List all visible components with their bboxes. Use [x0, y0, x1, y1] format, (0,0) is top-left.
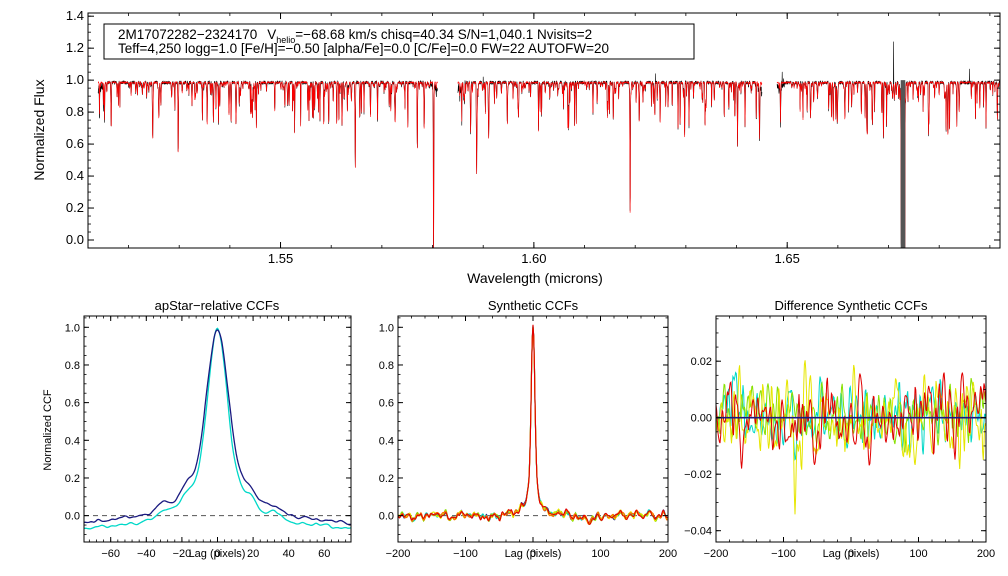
apstar-ccf-y-tick-label: 0.4: [65, 435, 80, 447]
apstar-ccf-x-tick-label: −20: [173, 548, 192, 560]
apstar-ccf-x-tick-label: 0: [214, 548, 220, 560]
info-vhelio-rest: =−68.68 km/s chisq=40.34 S/N=1,040.1 Nvi…: [295, 27, 592, 42]
info-line-1: 2M17072282−2324170 Vhelio=−68.68 km/s chi…: [118, 27, 592, 45]
difference-ccf-x-axis-label: Lag (pixels): [823, 548, 880, 560]
difference-ccf-diff-3: [716, 360, 986, 515]
spectrum-info-box: 2M17072282−2324170 Vhelio=−68.68 km/s chi…: [103, 23, 695, 60]
difference-ccf-lines: [716, 360, 986, 515]
synthetic-spectrum-chip-3: [776, 81, 1000, 248]
synthetic-spectrum-chip-2: [457, 81, 763, 213]
spectrum-x-tick-label: 1.65: [775, 251, 800, 266]
spectrum-y-tick-label: 1.0: [66, 72, 84, 87]
spectrum-series-group: [97, 41, 1000, 248]
apstar-ccf-panel: apStar−relative CCFs −60 −40 −20 0 20 40 60 0.0…: [42, 298, 352, 560]
spectrum-y-tick-label: 0.8: [66, 104, 84, 119]
spectrum-x-tick-label: 1.55: [268, 251, 293, 266]
deep-absorption-band: [900, 80, 906, 248]
spectrum-x-tick-label: 1.60: [521, 251, 546, 266]
spectrum-plot-lines: [97, 41, 1000, 248]
spectrum-y-axis-label: Normalized Flux: [31, 79, 47, 180]
difference-ccf-y-tick-label: −0.04: [684, 526, 712, 538]
difference-ccf-x-tick-label: 100: [909, 548, 927, 560]
synthetic-ccf-x-tick-label: 0: [530, 548, 536, 560]
info-vhelio-subscript: helio: [276, 35, 295, 45]
apstar-ccf-x-tick-label: 20: [247, 548, 259, 560]
synthetic-ccf-panel: Synthetic CCFs −200 −100 0 100 200 0.0 0.2 0.4 0…: [379, 298, 677, 560]
synthetic-ccf-y-tick-label: 1.0: [379, 322, 394, 334]
apstar-ccf-title: apStar−relative CCFs: [155, 298, 280, 313]
difference-ccf-x-tick-label: 200: [977, 548, 995, 560]
apstar-ccf-visit-1: [84, 329, 351, 526]
apstar-ccf-y-tick-label: 1.0: [65, 322, 80, 334]
synthetic-ccf-x-tick-label: 100: [591, 548, 609, 560]
apstar-ccf-x-tick-label: −40: [137, 548, 156, 560]
synthetic-ccf-x-axis-label: Lag (pixels): [505, 548, 562, 560]
difference-ccf-ticks: −200 −100 0 100 200 −0.04 −0.02 0.00 0.02: [684, 316, 995, 560]
apstar-ccf-x-tick-label: 40: [283, 548, 295, 560]
spectrum-y-tick-label: 1.2: [66, 40, 84, 55]
apstar-ccf-y-tick-label: 0.6: [65, 398, 80, 410]
spectrum-panel: 1.55 1.60 1.65 0.0 0.2 0.4 0.6 0.8 1.0 1.2 1.4 2M1…: [31, 8, 1001, 286]
synthetic-ccf-x-tick-label: −100: [453, 548, 478, 560]
spectrum-y-tick-label: 0.2: [66, 200, 84, 215]
spectrum-y-tick-label: 0.4: [66, 168, 84, 183]
difference-ccf-x-tick-label: 0: [848, 548, 854, 560]
spectrum-y-tick-label: 0.6: [66, 136, 84, 151]
difference-ccf-panel: Difference Synthetic CCFs −200 −100 0 100 20…: [684, 298, 995, 560]
synthetic-ccf-y-tick-label: 0.6: [379, 398, 394, 410]
difference-ccf-y-tick-label: 0.02: [691, 356, 712, 368]
spectrum-frame: [87, 12, 1001, 249]
synthetic-ccf-title: Synthetic CCFs: [488, 298, 579, 313]
info-box-frame: [103, 23, 695, 60]
difference-ccf-y-tick-label: 0.00: [691, 413, 712, 425]
apstar-ccf-y-tick-label: 0.0: [65, 511, 80, 523]
spectrum-y-tick-label: 1.4: [66, 8, 84, 23]
apstar-ccf-y-axis-label: Normalized CCF: [42, 389, 54, 471]
difference-ccf-x-tick-label: −100: [771, 548, 796, 560]
info-vhelio-symbol: V: [267, 27, 276, 42]
apstar-ccf-visit-2: [84, 327, 351, 530]
info-star-id: 2M17072282−2324170: [118, 27, 257, 42]
apstar-ccf-y-tick-label: 0.8: [65, 360, 80, 372]
synthetic-ccf-x-tick-label: 200: [659, 548, 677, 560]
spectrum-ticks: 1.55 1.60 1.65 0.0 0.2 0.4 0.6 0.8 1.0 1.2 1.4: [66, 8, 1000, 266]
info-line-2: Teff=4,250 logg=1.0 [Fe/H]=−0.50 [alpha/…: [118, 41, 609, 56]
apstar-ccf-ticks: −60 −40 −20 0 20 40 60 0.0 0.2 0.4 0.6 0.8 1.0: [65, 316, 351, 560]
synthetic-ccf-x-tick-label: −200: [386, 548, 411, 560]
spectrum-y-tick-label: 0.0: [66, 232, 84, 247]
synthetic-ccf-y-tick-label: 0.0: [379, 511, 394, 523]
apstar-ccf-x-tick-label: 60: [318, 548, 330, 560]
apstar-ccf-x-axis-label: Lag (pixels): [189, 548, 246, 560]
synthetic-ccf-y-tick-label: 0.2: [379, 473, 394, 485]
difference-ccf-title: Difference Synthetic CCFs: [775, 298, 928, 313]
difference-ccf-y-tick-label: −0.02: [684, 469, 712, 481]
synthetic-ccf-lines: [398, 324, 668, 526]
spectrum-x-axis-label: Wavelength (microns): [467, 270, 603, 286]
apstar-ccf-series-group: [84, 327, 351, 530]
apstar-ccf-y-tick-label: 0.2: [65, 473, 80, 485]
difference-ccf-series-group: [716, 360, 986, 515]
difference-ccf-x-tick-label: −200: [704, 548, 729, 560]
synthetic-ccf-y-tick-label: 0.4: [379, 435, 394, 447]
synthetic-spectrum-chip-1: [97, 81, 438, 248]
synthetic-ccf-visit-f: [398, 324, 668, 526]
apstar-ccf-lines: [84, 327, 351, 530]
synthetic-ccf-ticks: −200 −100 0 100 200 0.0 0.2 0.4 0.6 0.8 1.0: [379, 316, 677, 560]
synthetic-ccf-series-group: [398, 324, 668, 526]
apstar-ccf-x-tick-label: −60: [101, 548, 120, 560]
synthetic-ccf-y-tick-label: 0.8: [379, 360, 394, 372]
